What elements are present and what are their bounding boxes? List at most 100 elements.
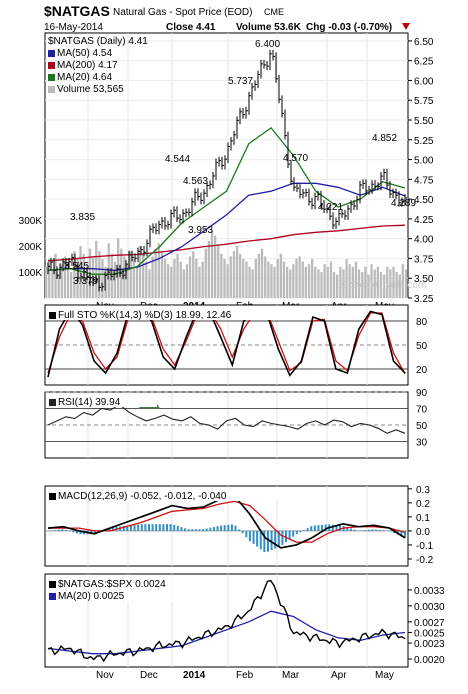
volume-bar bbox=[48, 259, 51, 298]
volume-bar bbox=[339, 266, 342, 298]
volume-bar bbox=[298, 256, 301, 298]
volume-bar bbox=[151, 256, 154, 298]
volume-bar bbox=[367, 274, 370, 298]
volume-bar bbox=[129, 251, 132, 298]
macd-tick-label: -0.1 bbox=[416, 541, 434, 552]
rsi-legend-title: RSI(14) 39.94 bbox=[58, 397, 121, 408]
volume-bar bbox=[286, 266, 289, 298]
rsi-line bbox=[47, 403, 406, 434]
volume-bar bbox=[260, 248, 264, 298]
ratio-legend-bg bbox=[47, 576, 187, 602]
volume-tick-label: 100K bbox=[19, 268, 43, 279]
volume-bar bbox=[295, 259, 298, 298]
volume-bar bbox=[401, 264, 404, 298]
price-annotation: 4.852 bbox=[372, 133, 397, 144]
volume-bar bbox=[279, 253, 282, 298]
macd-tick-label: 0.1 bbox=[416, 513, 430, 524]
volume-bar bbox=[223, 259, 226, 298]
price-annotation: 4.563 bbox=[183, 176, 208, 187]
volume-bar bbox=[304, 266, 307, 298]
volume-bar bbox=[57, 274, 60, 298]
volume-bar bbox=[192, 251, 195, 298]
volume-tick-label: 300K bbox=[19, 216, 43, 227]
price-legend-item: MA(200) 4.17 bbox=[57, 60, 118, 71]
rsi-legend-bg bbox=[47, 394, 157, 407]
ratio-tick-label: 0.0030 bbox=[414, 602, 445, 613]
volume-bar bbox=[70, 272, 73, 298]
volume-bar bbox=[217, 246, 220, 298]
volume-bar bbox=[182, 269, 185, 298]
volume-bar bbox=[392, 266, 395, 298]
sto-legend-title: Full STO %K(14,3) %D(3) 18.99, 12.46 bbox=[58, 310, 232, 321]
macd-legend-bg bbox=[47, 488, 292, 501]
volume-bar bbox=[270, 264, 273, 298]
macd-legend-title: MACD(12,26,9) -0.052, -0.012, -0.040 bbox=[58, 491, 227, 502]
volume-bar bbox=[317, 269, 320, 298]
price-legend-item: Volume 53,565 bbox=[57, 84, 124, 95]
volume-bar bbox=[132, 259, 135, 298]
volume-bar bbox=[289, 269, 292, 298]
volume-bar bbox=[235, 246, 239, 298]
macd-signal-line bbox=[48, 500, 406, 543]
price-tick-label: 5.25 bbox=[414, 136, 434, 147]
volume-bar bbox=[329, 261, 333, 298]
price-tick-label: 5.50 bbox=[414, 116, 434, 127]
volume-bar bbox=[179, 261, 182, 298]
volume-bar bbox=[117, 238, 120, 298]
price-annotation: 3.835 bbox=[70, 212, 95, 223]
volume-bar bbox=[188, 256, 192, 298]
sto-tick-label: 50 bbox=[416, 341, 428, 352]
legend-swatch bbox=[49, 312, 56, 319]
ratio-tick-label: 0.0033 bbox=[414, 586, 445, 597]
volume-bar bbox=[226, 264, 229, 298]
legend-swatch bbox=[49, 399, 56, 406]
price-tick-label: 4.25 bbox=[414, 215, 434, 226]
price-tick-label: 4.75 bbox=[414, 175, 434, 186]
price-tick-label: 6.25 bbox=[414, 57, 434, 68]
price-tick-label: 5.75 bbox=[414, 96, 434, 107]
price-tick-label: 5.00 bbox=[414, 156, 434, 167]
volume-bar bbox=[101, 259, 104, 298]
price-annotation: 5.737 bbox=[228, 76, 253, 87]
legend-swatch bbox=[48, 74, 55, 81]
volume-bar bbox=[60, 264, 63, 298]
month-label: Nov bbox=[96, 670, 114, 681]
price-legend-item: MA(20) 4.64 bbox=[57, 72, 112, 83]
volume-bar bbox=[386, 266, 389, 298]
volume-bar bbox=[85, 264, 88, 298]
volume-bar bbox=[66, 261, 70, 298]
price-annotation: 4.544 bbox=[165, 154, 190, 165]
volume-bar bbox=[292, 264, 295, 298]
volume-bar bbox=[282, 261, 286, 298]
price-legend-title: $NATGAS (Daily) 4.41 bbox=[48, 36, 148, 47]
ma50-line bbox=[47, 182, 406, 271]
volume-bar bbox=[201, 261, 204, 298]
volume-label: Volume 53.6K bbox=[236, 22, 302, 33]
volume-bar bbox=[148, 269, 151, 298]
sto-k-line bbox=[47, 307, 406, 378]
price-tick-label: 6.50 bbox=[414, 37, 434, 48]
volume-bar bbox=[257, 253, 261, 298]
volume-bar bbox=[326, 266, 329, 298]
macd-tick-label: 0.3 bbox=[416, 485, 430, 496]
price-legend-item: MA(50) 4.54 bbox=[57, 48, 112, 59]
volume-bar bbox=[167, 264, 170, 298]
volume-bar bbox=[254, 259, 257, 298]
volume-bar bbox=[376, 266, 379, 298]
month-label: Dec bbox=[140, 670, 158, 681]
volume-bar bbox=[160, 251, 164, 298]
volume-bar bbox=[220, 253, 223, 298]
volume-bar bbox=[354, 261, 358, 298]
volume-bar bbox=[76, 259, 79, 298]
close-label: Close 4.41 bbox=[166, 22, 216, 33]
volume-bar bbox=[142, 253, 145, 298]
volume-bar bbox=[204, 248, 207, 298]
volume-bar bbox=[232, 251, 236, 298]
ma200-line bbox=[47, 224, 406, 262]
volume-bar bbox=[245, 261, 248, 298]
price-tick-label: 3.75 bbox=[414, 254, 434, 265]
down-arrow-icon bbox=[402, 23, 410, 30]
volume-bar bbox=[214, 235, 217, 298]
volume-bar bbox=[138, 246, 142, 298]
